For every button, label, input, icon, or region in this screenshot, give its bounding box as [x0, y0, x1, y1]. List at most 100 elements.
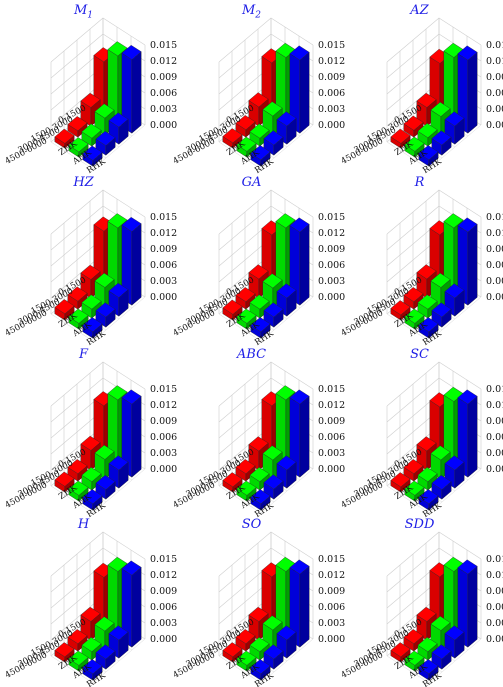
floor-gridline — [428, 638, 482, 684]
bar-RHK-3000-4500 — [431, 474, 452, 500]
z-tick-label: 0.000 — [150, 292, 177, 303]
z-tick-label: 0.009 — [486, 586, 503, 597]
z-tick-label: 0.015 — [486, 554, 503, 565]
bar-AHK-4500-6000 — [68, 137, 89, 158]
bars — [390, 213, 478, 339]
bars — [222, 213, 310, 339]
bar-RHK-1500-3000 — [444, 111, 465, 145]
floor-gridline — [50, 141, 94, 170]
bar-AHK-3000-4500 — [417, 467, 438, 491]
z-tick-label: 0.003 — [150, 104, 177, 115]
panel-title-text: F — [78, 347, 89, 362]
z-tick-label: 0.003 — [150, 276, 177, 287]
z-tick-label: 0.015 — [486, 40, 503, 51]
bar-ZHK-4500-6000 — [390, 300, 411, 321]
bar-AHK-4500-6000 — [404, 308, 425, 330]
z-tick-label: 0.009 — [318, 72, 345, 83]
bar-ZHK-3000-4500 — [235, 629, 256, 652]
z-tick-label: 0.009 — [318, 586, 345, 597]
z-tick-label: 0.000 — [486, 634, 503, 645]
bar3d-plot: 0.0000.0030.0060.0090.0120.0150-15001500… — [3, 361, 177, 520]
bar-RHK-3000-4500 — [263, 302, 284, 328]
bar-ZHK-3000-4500 — [403, 115, 424, 138]
panel-title-text: SC — [410, 347, 429, 362]
panel-title: SDD — [336, 517, 503, 532]
z-tick-label: 0.006 — [150, 602, 177, 613]
bar-ZHK-3000-4500 — [403, 629, 424, 652]
chart-panel: 0.0000.0030.0060.0090.0120.0150-15001500… — [336, 174, 503, 348]
z-tick-label: 0.003 — [318, 104, 345, 115]
z-tick-label: 0.000 — [318, 464, 345, 475]
panel-title: AZ — [336, 3, 503, 18]
bar-AHK-4500-6000 — [404, 136, 425, 158]
z-tick-label: 0.000 — [486, 120, 503, 131]
bar-RHK-0-1500 — [289, 559, 310, 648]
bar3d-plot: 0.0000.0030.0060.0090.0120.0150-15001500… — [339, 17, 503, 176]
bar3d-plot: 0.0000.0030.0060.0090.0120.0150-15001500… — [171, 17, 345, 176]
bar-RHK-4500-6000 — [418, 659, 439, 681]
bar-AHK-4500-6000 — [68, 308, 89, 330]
bars — [390, 42, 478, 167]
bar-ZHK-4500-6000 — [54, 299, 75, 321]
bar-RHK-1500-3000 — [276, 625, 297, 659]
z-tick-label: 0.012 — [318, 228, 345, 239]
z-tick-label: 0.009 — [486, 72, 503, 83]
z-tick-label: 0.012 — [318, 56, 345, 67]
bar-AHK-3000-4500 — [81, 123, 102, 147]
chart-panel: 0.0000.0030.0060.0090.0120.0150-15001500… — [336, 516, 503, 687]
z-tick-label: 0.012 — [318, 400, 345, 411]
bar-RHK-0-1500 — [457, 559, 478, 648]
bar3d-plot: 0.0000.0030.0060.0090.0120.0150-15001500… — [339, 531, 503, 687]
z-tick-label: 0.015 — [318, 554, 345, 565]
z-tick-label: 0.003 — [318, 448, 345, 459]
bar-RHK-0-1500 — [121, 560, 142, 648]
bar3d-plot: 0.0000.0030.0060.0090.0120.0150-15001500… — [3, 531, 177, 687]
bar-RHK-4500-6000 — [250, 317, 271, 339]
z-tick-label: 0.006 — [150, 88, 177, 99]
bar-RHK-1500-3000 — [444, 455, 465, 489]
bar-ZHK-3000-4500 — [67, 629, 88, 652]
z-tick-label: 0.009 — [486, 244, 503, 255]
bars — [222, 556, 310, 681]
bar-RHK-4500-6000 — [250, 145, 271, 167]
panel-title: SC — [336, 347, 503, 362]
floor-gridline — [218, 141, 262, 170]
bar-RHK-4500-6000 — [82, 317, 103, 339]
bar-RHK-4500-6000 — [82, 659, 103, 681]
panel-title: GA — [168, 175, 335, 190]
bar-RHK-1500-3000 — [108, 112, 129, 145]
bar-RHK-4500-6000 — [250, 489, 271, 511]
bars — [54, 556, 142, 681]
z-tick-label: 0.012 — [486, 228, 503, 239]
z-tick-label: 0.015 — [150, 40, 177, 51]
floor-gridline — [92, 296, 146, 342]
floor-gridline — [218, 485, 262, 514]
floor-gridline — [50, 313, 94, 342]
bar-RHK-0-1500 — [289, 45, 310, 134]
panel-title-text: SDD — [404, 517, 435, 532]
z-tick-label: 0.012 — [486, 400, 503, 411]
bar-RHK-0-1500 — [457, 45, 478, 134]
bar-ZHK-3000-4500 — [67, 286, 88, 310]
bar-RHK-3000-4500 — [263, 644, 284, 670]
panel-title: H — [0, 517, 167, 532]
z-tick-label: 0.006 — [150, 432, 177, 443]
bar-AHK-4500-6000 — [236, 650, 257, 672]
z-tick-label: 0.006 — [486, 88, 503, 99]
bar-AHK-4500-6000 — [404, 650, 425, 672]
z-tick-label: 0.006 — [486, 260, 503, 271]
bar-AHK-3000-4500 — [249, 294, 270, 319]
z-tick-label: 0.003 — [486, 104, 503, 115]
z-tick-label: 0.000 — [318, 634, 345, 645]
z-tick-label: 0.009 — [318, 244, 345, 255]
bar-AHK-4500-6000 — [236, 480, 257, 502]
z-tick-label: 0.015 — [150, 384, 177, 395]
floor-gridline — [386, 655, 430, 684]
z-tick-label: 0.015 — [486, 384, 503, 395]
bar-AHK-3000-4500 — [81, 294, 102, 319]
z-tick-label: 0.015 — [150, 554, 177, 565]
